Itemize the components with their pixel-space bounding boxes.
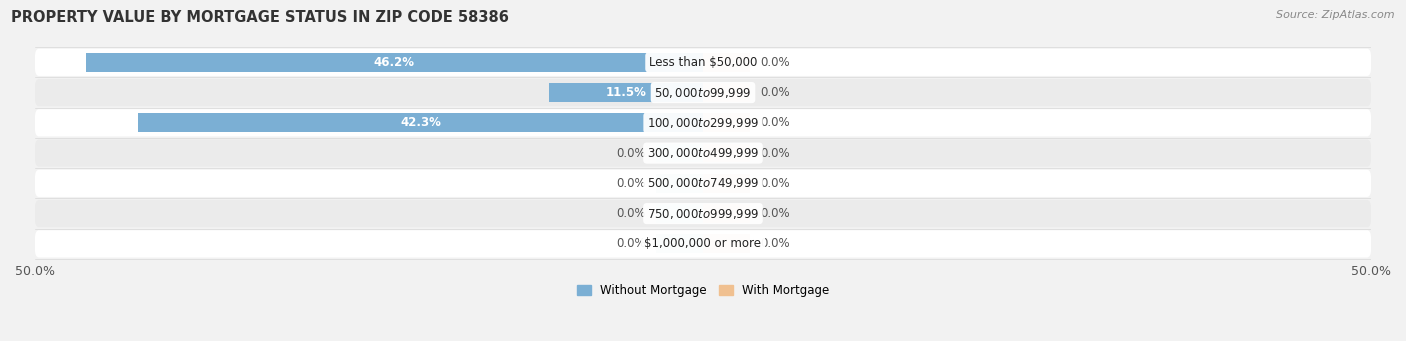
Text: $500,000 to $749,999: $500,000 to $749,999 (647, 176, 759, 190)
Text: $50,000 to $99,999: $50,000 to $99,999 (654, 86, 752, 100)
Text: 0.0%: 0.0% (761, 116, 790, 129)
Text: 0.0%: 0.0% (761, 56, 790, 69)
Text: 0.0%: 0.0% (761, 147, 790, 160)
FancyBboxPatch shape (35, 109, 1371, 136)
Bar (703, 174, 749, 193)
Text: $750,000 to $999,999: $750,000 to $999,999 (647, 207, 759, 221)
Text: Less than $50,000: Less than $50,000 (648, 56, 758, 69)
Bar (657, 144, 703, 162)
Text: 0.0%: 0.0% (761, 86, 790, 99)
FancyBboxPatch shape (35, 170, 1371, 197)
Text: 0.0%: 0.0% (616, 237, 645, 250)
Bar (86, 53, 703, 72)
Text: 0.0%: 0.0% (761, 207, 790, 220)
Text: Source: ZipAtlas.com: Source: ZipAtlas.com (1277, 10, 1395, 20)
Bar (657, 204, 703, 223)
Text: PROPERTY VALUE BY MORTGAGE STATUS IN ZIP CODE 58386: PROPERTY VALUE BY MORTGAGE STATUS IN ZIP… (11, 10, 509, 25)
FancyBboxPatch shape (35, 200, 1371, 227)
FancyBboxPatch shape (35, 49, 1371, 76)
Text: $100,000 to $299,999: $100,000 to $299,999 (647, 116, 759, 130)
Bar (703, 53, 749, 72)
FancyBboxPatch shape (35, 230, 1371, 257)
Text: 0.0%: 0.0% (761, 237, 790, 250)
Text: $300,000 to $499,999: $300,000 to $499,999 (647, 146, 759, 160)
Text: 0.0%: 0.0% (616, 147, 645, 160)
Text: 46.2%: 46.2% (374, 56, 415, 69)
Bar (550, 83, 703, 102)
Legend: Without Mortgage, With Mortgage: Without Mortgage, With Mortgage (572, 279, 834, 302)
Bar (657, 235, 703, 253)
Text: 0.0%: 0.0% (616, 207, 645, 220)
Bar (703, 83, 749, 102)
Bar (703, 235, 749, 253)
Bar (703, 114, 749, 132)
Bar (657, 174, 703, 193)
Text: $1,000,000 or more: $1,000,000 or more (644, 237, 762, 250)
Bar (138, 114, 703, 132)
Text: 11.5%: 11.5% (606, 86, 647, 99)
Bar (703, 144, 749, 162)
Text: 42.3%: 42.3% (399, 116, 441, 129)
FancyBboxPatch shape (35, 139, 1371, 167)
Text: 0.0%: 0.0% (616, 177, 645, 190)
FancyBboxPatch shape (35, 79, 1371, 106)
Bar (703, 204, 749, 223)
Text: 0.0%: 0.0% (761, 177, 790, 190)
